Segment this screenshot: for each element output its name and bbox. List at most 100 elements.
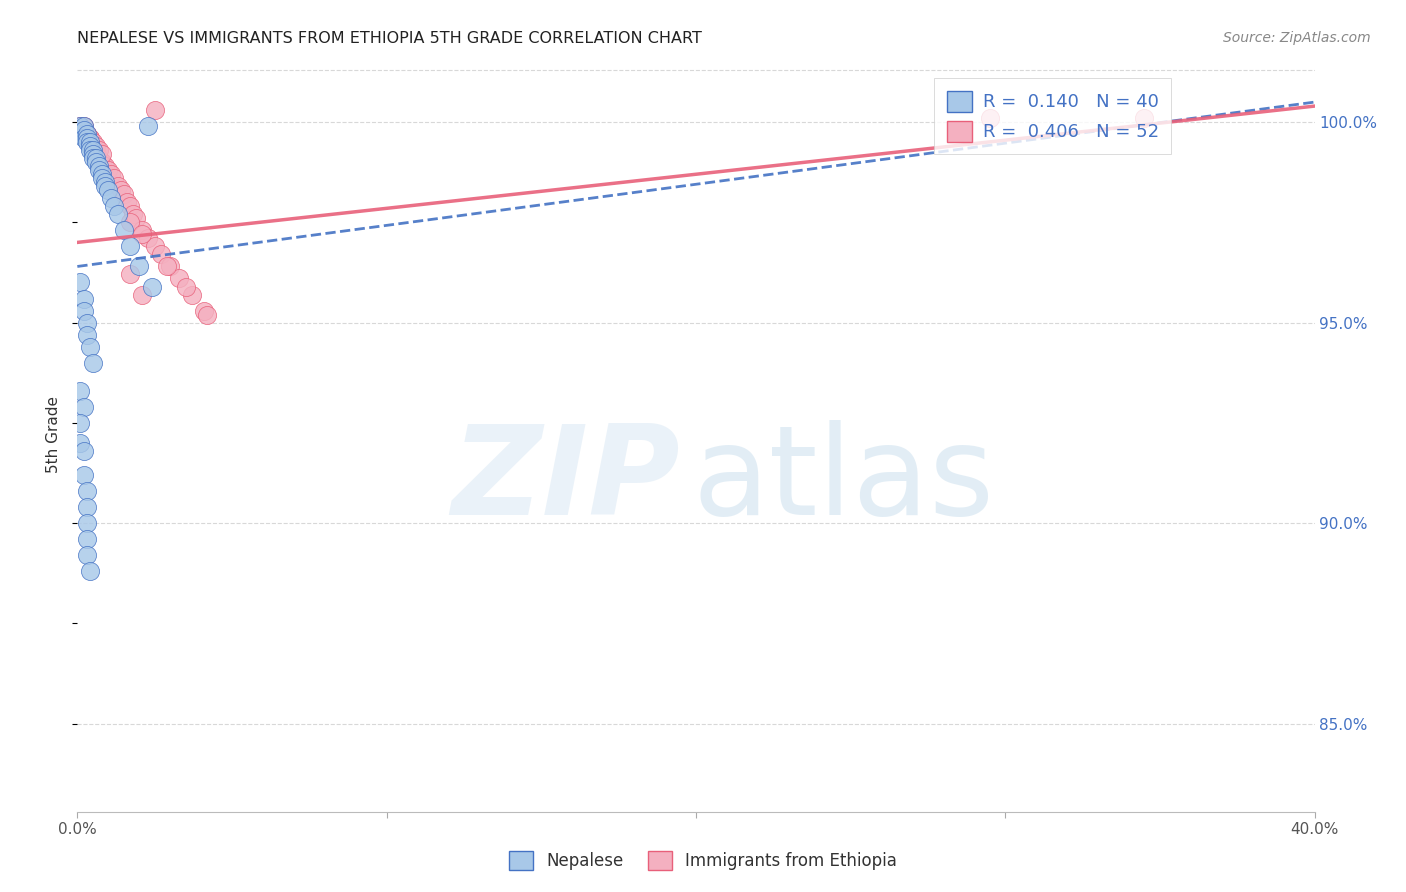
Point <box>193 303 215 318</box>
Point <box>94 175 117 189</box>
Point <box>84 139 107 153</box>
Point <box>180 287 202 301</box>
Point <box>76 131 98 145</box>
Point <box>69 416 91 430</box>
Point <box>72 123 94 137</box>
Point <box>103 171 125 186</box>
Point <box>118 215 141 229</box>
Point <box>149 247 172 261</box>
Point <box>76 483 98 498</box>
Point <box>79 135 101 149</box>
Point <box>138 231 160 245</box>
Point <box>72 400 94 414</box>
Point <box>138 119 160 133</box>
Point <box>76 127 98 141</box>
Point <box>76 127 98 141</box>
Point <box>112 187 135 202</box>
Point <box>79 135 101 149</box>
Point <box>118 199 141 213</box>
Point <box>72 127 94 141</box>
Point <box>82 139 104 153</box>
Point <box>91 167 114 181</box>
Point <box>84 147 107 161</box>
Point <box>79 143 101 157</box>
Point <box>76 327 98 342</box>
Legend: Nepalese, Immigrants from Ethiopia: Nepalese, Immigrants from Ethiopia <box>502 844 904 877</box>
Point <box>87 163 110 178</box>
Point <box>69 127 91 141</box>
Point <box>103 199 125 213</box>
Point <box>143 239 166 253</box>
Point <box>128 260 150 274</box>
Point <box>79 564 101 578</box>
Point <box>72 443 94 458</box>
Point <box>72 127 94 141</box>
Point <box>82 151 104 165</box>
Point <box>87 151 110 165</box>
Point <box>79 131 101 145</box>
Point <box>82 147 104 161</box>
Point <box>159 260 181 274</box>
Point <box>122 207 145 221</box>
Legend: R =  0.140   N = 40, R =  0.406   N = 52: R = 0.140 N = 40, R = 0.406 N = 52 <box>934 78 1171 154</box>
Point <box>107 207 129 221</box>
Point <box>76 131 98 145</box>
Point <box>91 171 114 186</box>
Point <box>169 271 191 285</box>
Point <box>118 239 141 253</box>
Point <box>84 155 107 169</box>
Point <box>84 151 107 165</box>
Point <box>115 195 138 210</box>
Point <box>979 111 1001 125</box>
Point <box>131 227 153 242</box>
Y-axis label: 5th Grade: 5th Grade <box>46 396 62 474</box>
Point <box>174 279 197 293</box>
Point <box>69 435 91 450</box>
Point <box>72 119 94 133</box>
Point <box>94 179 117 194</box>
Point <box>195 308 218 322</box>
Point <box>100 191 122 205</box>
Point <box>84 143 107 157</box>
Point <box>82 143 104 157</box>
Point <box>110 183 132 197</box>
Point <box>94 159 117 173</box>
Point <box>69 123 91 137</box>
Point <box>79 340 101 354</box>
Point <box>72 123 94 137</box>
Point <box>76 532 98 546</box>
Point <box>143 103 166 117</box>
Point <box>87 143 110 157</box>
Point <box>107 179 129 194</box>
Point <box>69 119 91 133</box>
Point <box>100 167 122 181</box>
Point <box>76 548 98 562</box>
Point <box>69 384 91 398</box>
Point <box>156 260 179 274</box>
Point <box>118 268 141 282</box>
Point <box>1133 111 1156 125</box>
Point <box>72 467 94 482</box>
Point <box>141 279 163 293</box>
Text: atlas: atlas <box>692 419 994 541</box>
Point <box>76 316 98 330</box>
Point <box>76 127 98 141</box>
Text: Source: ZipAtlas.com: Source: ZipAtlas.com <box>1223 31 1371 45</box>
Point <box>69 276 91 290</box>
Point <box>131 287 153 301</box>
Point <box>72 303 94 318</box>
Point <box>76 135 98 149</box>
Point <box>91 147 114 161</box>
Point <box>82 135 104 149</box>
Point <box>87 159 110 173</box>
Point <box>82 356 104 370</box>
Point <box>72 131 94 145</box>
Text: ZIP: ZIP <box>451 419 681 541</box>
Point <box>112 223 135 237</box>
Point <box>131 223 153 237</box>
Point <box>82 143 104 157</box>
Point <box>79 131 101 145</box>
Point <box>69 127 91 141</box>
Point <box>79 139 101 153</box>
Text: NEPALESE VS IMMIGRANTS FROM ETHIOPIA 5TH GRADE CORRELATION CHART: NEPALESE VS IMMIGRANTS FROM ETHIOPIA 5TH… <box>77 31 702 46</box>
